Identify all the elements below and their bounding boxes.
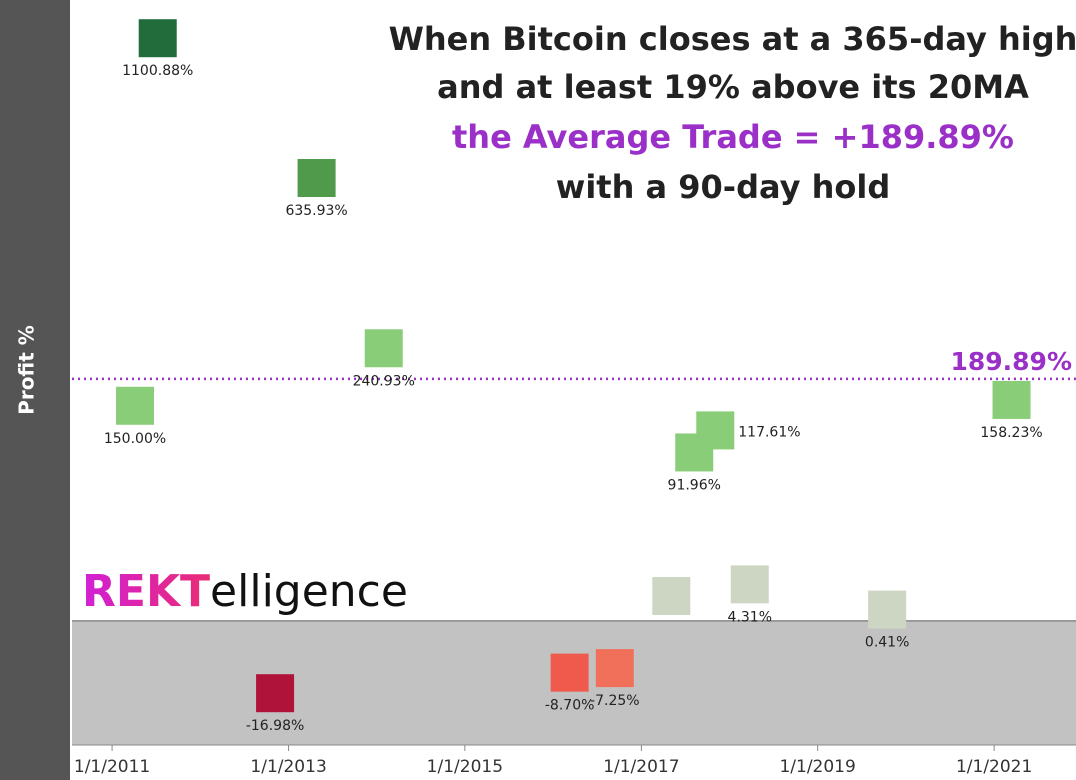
y-axis-strip xyxy=(0,0,70,780)
data-point xyxy=(696,411,735,450)
data-label: 91.96% xyxy=(668,477,721,493)
plot-background xyxy=(72,0,1076,621)
data-label: 150.00% xyxy=(104,431,166,447)
x-tick-label: 1/1/2021 xyxy=(956,757,1032,777)
data-label: 0.41% xyxy=(865,635,909,651)
plot-area: 1/1/2011 1/1/2013 1/1/2015 1/1/2017 1/1/2019… xyxy=(72,0,1076,777)
logo-rest: elligence xyxy=(210,566,408,617)
title-line: the Average Trade = +189.89% xyxy=(452,118,1014,156)
data-label: 4.31% xyxy=(728,609,772,625)
data-point xyxy=(116,386,155,425)
data-label: 158.23% xyxy=(980,425,1042,441)
logo-rekt: REKT xyxy=(82,566,210,617)
data-point xyxy=(138,19,177,58)
x-tick-label: 1/1/2011 xyxy=(74,757,150,777)
data-label: 1100.88% xyxy=(122,63,193,79)
title-line: When Bitcoin closes at a 365-day high xyxy=(389,20,1076,58)
data-point xyxy=(297,159,336,198)
data-point xyxy=(364,329,403,368)
data-label: -8.70% xyxy=(545,698,595,714)
title-line: and at least 19% above its 20MA xyxy=(437,68,1029,106)
data-point xyxy=(652,577,691,615)
data-label: 635.93% xyxy=(285,203,347,219)
data-point xyxy=(550,653,589,692)
title-line: with a 90-day hold xyxy=(556,168,890,206)
data-point xyxy=(595,649,634,688)
data-label: 240.93% xyxy=(353,373,415,389)
y-axis-label: Profit % xyxy=(15,325,39,415)
data-label: -7.25% xyxy=(590,693,640,709)
data-point xyxy=(992,380,1031,419)
x-tick-label: 1/1/2019 xyxy=(779,757,855,777)
logo: REKTelligence xyxy=(82,566,408,617)
data-point xyxy=(868,590,907,629)
data-point xyxy=(730,565,769,604)
data-label: 117.61% xyxy=(738,424,800,440)
x-tick-label: 1/1/2017 xyxy=(603,757,679,777)
data-label: -16.98% xyxy=(246,718,304,734)
data-point xyxy=(256,674,295,713)
x-tick-label: 1/1/2013 xyxy=(250,757,326,777)
x-tick-label: 1/1/2015 xyxy=(427,757,503,777)
average-label: 189.89% xyxy=(950,347,1072,376)
